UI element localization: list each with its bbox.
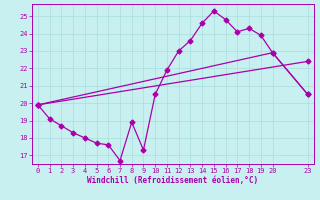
X-axis label: Windchill (Refroidissement éolien,°C): Windchill (Refroidissement éolien,°C) — [87, 176, 258, 185]
